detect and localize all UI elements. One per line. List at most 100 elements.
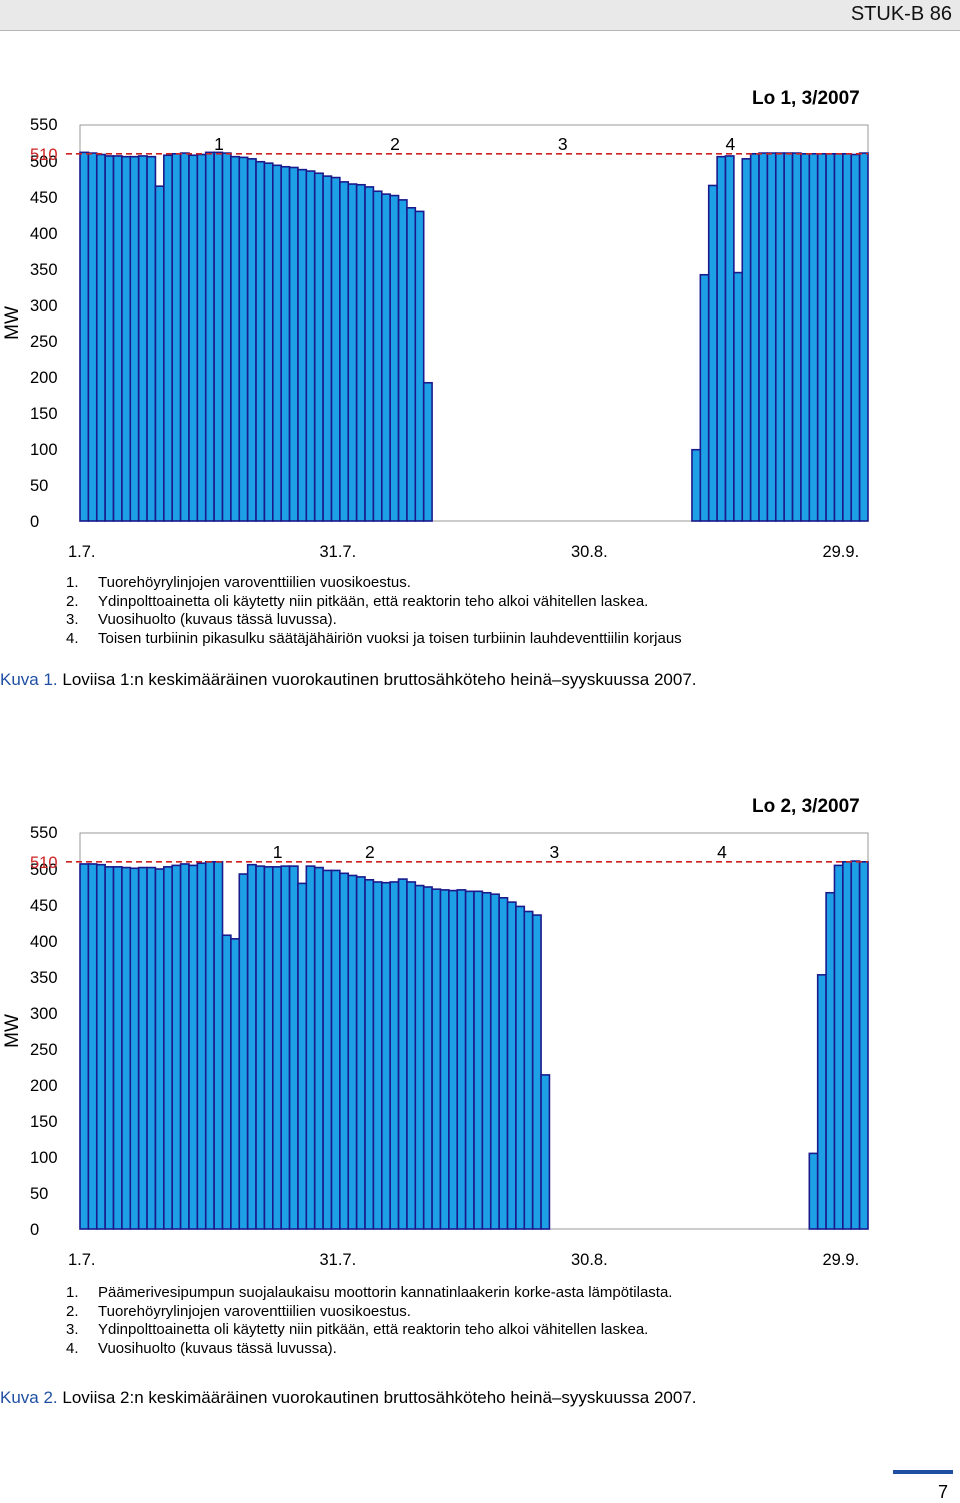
bar <box>230 938 241 1230</box>
note-item: 1. Päämerivesipumpun suojalaukaisu mootto… <box>66 1284 672 1303</box>
x-tick-label: 31.7. <box>319 1251 356 1269</box>
bar <box>297 882 308 1230</box>
bar <box>699 273 710 522</box>
figure-2: Lo 2, 3/2007 0 50 100 150 200 250 300 350 400 450… <box>0 708 960 1428</box>
note-number: 3. <box>66 1321 79 1338</box>
bar <box>112 155 123 522</box>
y-tick-label: 150 <box>30 1113 58 1131</box>
y-tick-label: 450 <box>30 897 58 915</box>
bar <box>808 153 819 522</box>
bar <box>355 183 366 522</box>
bar <box>825 153 836 522</box>
y-tick-label: 500 <box>30 153 58 171</box>
bar <box>104 155 115 522</box>
bar <box>87 152 98 522</box>
bar <box>121 155 132 522</box>
bar <box>330 869 341 1230</box>
bar <box>95 153 106 522</box>
y-tick-label: 450 <box>30 189 58 207</box>
bar <box>339 872 350 1230</box>
bar <box>121 866 132 1230</box>
x-tick-label: 30.8. <box>571 1251 608 1269</box>
note-text: Ydinpolttoainetta oli käytetty niin pitk… <box>98 1321 649 1338</box>
bar <box>313 866 324 1230</box>
bar <box>238 156 249 522</box>
bar <box>322 869 333 1230</box>
bar <box>213 861 224 1230</box>
note-text: Päämerivesipumpun suojalaukaisu moottori… <box>98 1284 673 1301</box>
y-tick-label: 250 <box>30 1041 58 1059</box>
figure-2-notes: 1. Päämerivesipumpun suojalaukaisu mootto… <box>66 1284 672 1358</box>
note-item: 1. Tuorehöyrylinjojen varoventtiilien vuo… <box>66 574 682 593</box>
x-tick-label: 29.9. <box>822 1251 859 1269</box>
bar <box>850 153 861 522</box>
bar <box>741 158 752 522</box>
bar <box>372 190 383 522</box>
bar <box>691 448 702 522</box>
bar <box>305 865 316 1230</box>
bar <box>422 381 433 522</box>
y-axis-label: MW <box>2 306 23 340</box>
bar <box>246 158 257 522</box>
bar <box>255 160 266 522</box>
bar <box>196 862 207 1230</box>
bar <box>489 893 500 1230</box>
bar <box>414 210 425 522</box>
bar <box>154 185 165 522</box>
y-tick-label: 200 <box>30 369 58 387</box>
bar <box>79 151 90 522</box>
bar <box>389 881 400 1230</box>
bar <box>766 152 777 522</box>
bar <box>347 183 358 522</box>
bar <box>473 890 484 1230</box>
note-text: Toisen turbiinin pikasulku säätäjähäiriö… <box>98 629 682 647</box>
bar <box>774 152 785 522</box>
bar <box>339 181 350 522</box>
bar <box>221 152 232 522</box>
bar <box>833 864 844 1230</box>
bar <box>733 271 744 522</box>
bar <box>305 170 316 522</box>
y-tick-label: 150 <box>30 405 58 423</box>
bar <box>297 168 308 522</box>
note-item: 4. Toisen turbiinin pikasulku säätäjähäir… <box>66 630 682 649</box>
note-text: Ydinpolttoainetta oli käytetty niin pitk… <box>98 592 649 610</box>
bar <box>171 153 182 522</box>
bar <box>213 151 224 522</box>
bar <box>238 873 249 1230</box>
bar <box>95 863 106 1230</box>
note-item: 2. Ydinpolttoainetta oli käytetty niin pi… <box>66 593 682 612</box>
caption-label: Kuva 1. <box>0 670 58 689</box>
bar <box>221 934 232 1230</box>
bar <box>263 866 274 1230</box>
page-number: 7 <box>938 1482 949 1502</box>
bar <box>808 1152 819 1230</box>
chart-title: Lo 2, 3/2007 <box>752 796 860 817</box>
bar <box>481 891 492 1230</box>
note-item: 3. Ydinpolttoainetta oli käytetty niin pi… <box>66 1321 672 1340</box>
x-tick-label: 1.7. <box>68 1251 96 1269</box>
bar <box>163 866 174 1230</box>
bar <box>188 154 199 522</box>
bar <box>322 175 333 522</box>
bar <box>272 866 282 1230</box>
bar <box>850 860 861 1230</box>
bar <box>179 152 190 522</box>
y-tick-label: 350 <box>30 261 58 279</box>
y-tick-label: 550 <box>30 824 58 842</box>
bar <box>146 155 157 522</box>
caption-text: Loviisa 1:n keskimääräinen vuorokautinen… <box>57 670 697 689</box>
note-number: 3. <box>66 611 79 628</box>
bar <box>707 184 718 522</box>
bar <box>313 172 324 522</box>
figure-caption: Kuva 1. Loviisa 1:n keskimääräinen vuoro… <box>0 670 697 690</box>
bar <box>439 889 450 1230</box>
event-annotation: 4 <box>717 842 727 862</box>
event-annotation: 3 <box>558 134 568 154</box>
bar <box>397 878 408 1230</box>
y-axis-label: MW <box>2 1014 23 1048</box>
y-tick-label: 50 <box>30 1185 48 1203</box>
note-number: 4. <box>66 1339 79 1357</box>
bar <box>104 866 115 1230</box>
bar <box>422 886 433 1230</box>
